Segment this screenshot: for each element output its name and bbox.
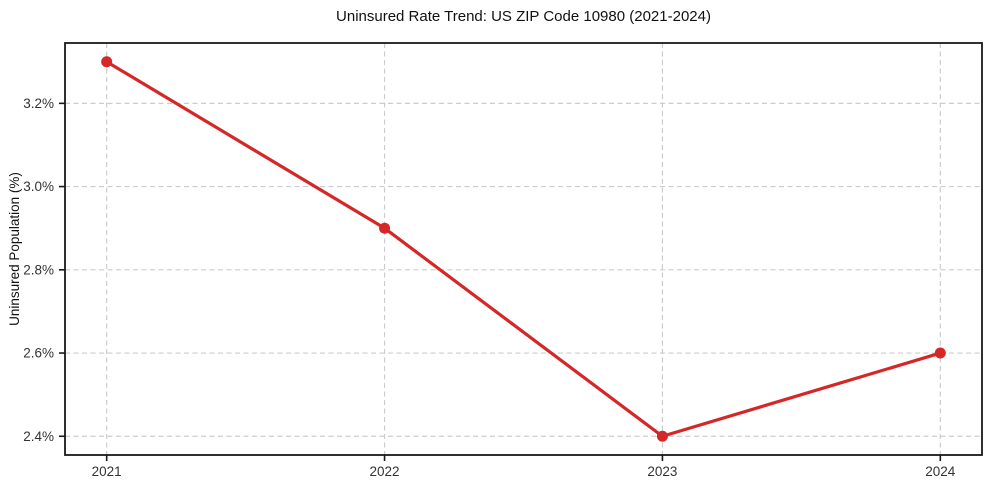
- data-point-marker: [934, 347, 946, 359]
- y-tick-label: 2.8%: [23, 262, 54, 277]
- y-tick-label: 2.4%: [23, 429, 54, 444]
- x-tick-label: 2021: [92, 464, 122, 479]
- y-tick-label: 3.0%: [23, 179, 54, 194]
- data-point-marker: [656, 430, 668, 442]
- plot-border: [64, 42, 983, 456]
- x-tick-label: 2022: [370, 464, 400, 479]
- trend-line: [105, 60, 942, 438]
- data-point-marker: [379, 222, 391, 234]
- chart-title: Uninsured Rate Trend: US ZIP Code 10980 …: [336, 8, 711, 25]
- data-point-marker: [101, 56, 113, 68]
- y-tick-label: 3.2%: [23, 96, 54, 111]
- y-tick-label: 2.6%: [23, 346, 54, 361]
- x-tick-label: 2024: [925, 464, 956, 479]
- x-tick-label: 2023: [647, 464, 677, 479]
